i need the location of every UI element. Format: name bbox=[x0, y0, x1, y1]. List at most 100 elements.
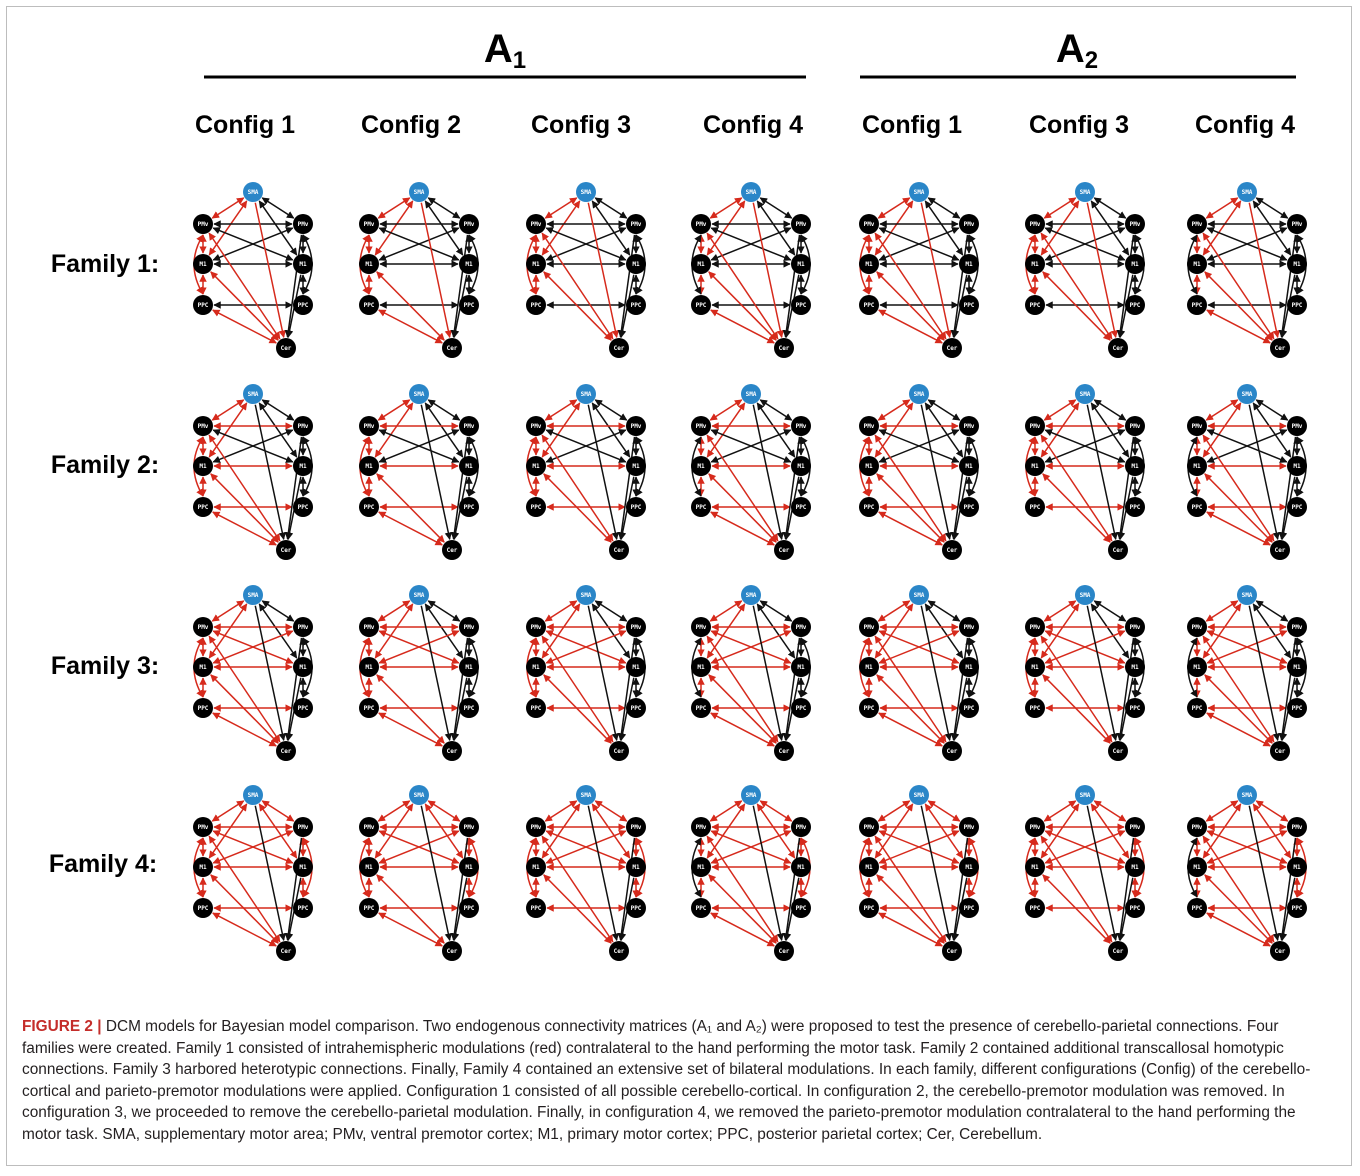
node-rppc: PPC bbox=[293, 497, 313, 517]
node-rm1: M1 bbox=[1287, 857, 1307, 877]
node-lm1: M1 bbox=[1187, 657, 1207, 677]
node-sma: SMA bbox=[909, 182, 929, 202]
network-diagram: SMA PMv PMv M1 M1 PPC PPC Cer bbox=[1025, 182, 1145, 358]
node-rm1: M1 bbox=[791, 857, 811, 877]
node-rpmv: PMv bbox=[293, 817, 313, 837]
connection-edge bbox=[427, 399, 461, 421]
node-label: M1 bbox=[532, 463, 540, 470]
node-label: PMv bbox=[696, 824, 707, 831]
node-lm1: M1 bbox=[1025, 254, 1045, 274]
node-label: PMv bbox=[464, 824, 475, 831]
connection-edge bbox=[1042, 674, 1111, 744]
node-label: PPC bbox=[696, 504, 707, 511]
connection-edge bbox=[1202, 835, 1275, 943]
node-sma: SMA bbox=[1237, 182, 1257, 202]
node-label: M1 bbox=[465, 261, 473, 268]
node-rppc: PPC bbox=[1287, 497, 1307, 517]
node-label: Cer bbox=[1113, 948, 1124, 955]
dcm-figure: A1 A2 Config 1 Config 2 Config 3 Config … bbox=[49, 27, 1307, 961]
connection-edge bbox=[594, 600, 628, 622]
node-sma: SMA bbox=[576, 384, 596, 404]
connection-edge bbox=[543, 874, 612, 944]
config-header: Config 1 bbox=[862, 111, 962, 139]
connection-edge bbox=[544, 600, 578, 622]
node-label: Cer bbox=[281, 345, 292, 352]
node-rpmv: PMv bbox=[1125, 214, 1145, 234]
connection-edge bbox=[254, 805, 286, 941]
node-lpmv: PMv bbox=[193, 617, 213, 637]
connection-edge bbox=[1086, 404, 1118, 540]
connection-edge bbox=[1204, 874, 1273, 944]
node-lpmv: PMv bbox=[691, 214, 711, 234]
node-label: SMA bbox=[581, 792, 592, 799]
node-label: PPC bbox=[1130, 705, 1141, 712]
node-lpmv: PMv bbox=[1025, 416, 1045, 436]
connection-edge bbox=[759, 197, 793, 219]
node-label: PMv bbox=[198, 221, 209, 228]
node-label: PPC bbox=[796, 302, 807, 309]
node-label: PPC bbox=[1030, 504, 1041, 511]
node-lpmv: PMv bbox=[1187, 617, 1207, 637]
connection-edge bbox=[1202, 232, 1275, 340]
network-diagram: SMA PMv PMv M1 M1 PPC PPC Cer bbox=[193, 585, 313, 761]
node-sma: SMA bbox=[741, 384, 761, 404]
network-diagram: SMA PMv PMv M1 M1 PPC PPC Cer bbox=[691, 585, 811, 761]
connection-edge bbox=[1042, 874, 1111, 944]
node-label: Cer bbox=[281, 748, 292, 755]
family-label: Family 4: bbox=[49, 850, 157, 878]
node-cer: Cer bbox=[1108, 941, 1128, 961]
node-cer: Cer bbox=[774, 540, 794, 560]
node-rm1: M1 bbox=[459, 857, 479, 877]
connection-edge bbox=[212, 309, 277, 344]
node-label: PMv bbox=[631, 423, 642, 430]
connection-edge bbox=[1206, 511, 1271, 546]
node-rpmv: PMv bbox=[959, 416, 979, 436]
connection-edge bbox=[450, 837, 469, 941]
node-label: Cer bbox=[1275, 948, 1286, 955]
node-rppc: PPC bbox=[1125, 898, 1145, 918]
node-rpmv: PMv bbox=[459, 214, 479, 234]
node-lpmv: PMv bbox=[691, 817, 711, 837]
connection-edge bbox=[284, 637, 303, 741]
node-lppc: PPC bbox=[691, 497, 711, 517]
node-label: PMv bbox=[1130, 824, 1141, 831]
node-cer: Cer bbox=[1108, 338, 1128, 358]
node-label: PPC bbox=[864, 302, 875, 309]
connection-edge bbox=[211, 800, 245, 822]
node-rpmv: PMv bbox=[1287, 416, 1307, 436]
connection-edge bbox=[874, 232, 947, 340]
node-label: M1 bbox=[697, 664, 705, 671]
node-label: PPC bbox=[464, 504, 475, 511]
node-label: Cer bbox=[614, 748, 625, 755]
node-label: M1 bbox=[199, 664, 207, 671]
node-sma: SMA bbox=[1075, 785, 1095, 805]
connection-edge bbox=[378, 630, 460, 664]
node-label: SMA bbox=[248, 189, 259, 196]
node-rm1: M1 bbox=[1287, 456, 1307, 476]
connection-edge bbox=[1116, 436, 1135, 540]
family-label: Family 1: bbox=[51, 250, 159, 278]
connection-edge bbox=[208, 635, 281, 743]
node-label: M1 bbox=[299, 864, 307, 871]
node-label: SMA bbox=[746, 792, 757, 799]
connection-edge bbox=[1278, 637, 1297, 741]
node-label: PMv bbox=[796, 423, 807, 430]
connection-edge bbox=[284, 234, 303, 338]
node-label: SMA bbox=[248, 592, 259, 599]
node-sma: SMA bbox=[409, 384, 429, 404]
node-cer: Cer bbox=[442, 338, 462, 358]
connection-edge bbox=[1086, 605, 1118, 741]
node-label: PMv bbox=[864, 624, 875, 631]
node-sma: SMA bbox=[576, 785, 596, 805]
connection-edge bbox=[211, 600, 245, 622]
node-rppc: PPC bbox=[459, 295, 479, 315]
node-lm1: M1 bbox=[691, 254, 711, 274]
node-rm1: M1 bbox=[1287, 657, 1307, 677]
connection-edge bbox=[1116, 234, 1135, 338]
connection-edge bbox=[709, 399, 743, 421]
node-label: PPC bbox=[1030, 302, 1041, 309]
node-lppc: PPC bbox=[359, 295, 379, 315]
connection-edge bbox=[378, 912, 443, 947]
node-label: M1 bbox=[1293, 463, 1301, 470]
node-label: Cer bbox=[281, 948, 292, 955]
